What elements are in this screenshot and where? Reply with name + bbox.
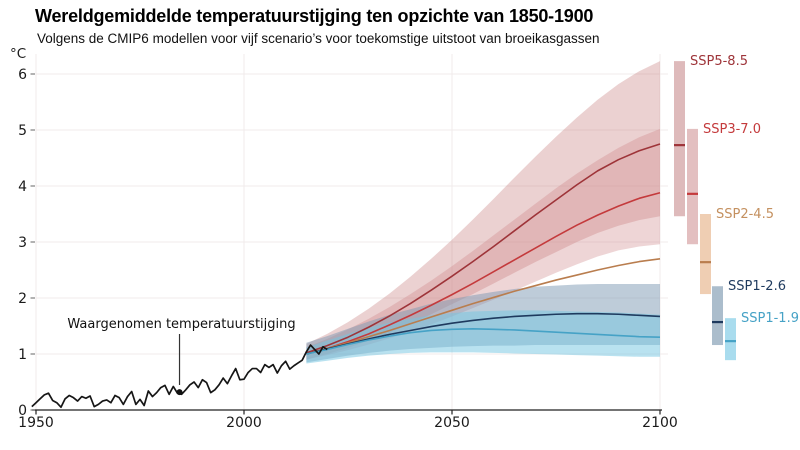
scenario-label-SSP2-4.5: SSP2-4.5 — [716, 207, 774, 222]
range-bar-SSP1-1.9 — [725, 318, 736, 361]
y-tick-label: 5 — [18, 123, 27, 139]
range-bar-SSP5-8.5 — [674, 61, 685, 217]
x-tick-label: 2100 — [642, 415, 678, 431]
y-axis-unit: °C — [10, 46, 26, 62]
y-tick-label: 6 — [18, 67, 27, 83]
y-tick-label: 2 — [18, 291, 27, 307]
median-line-SSP5-8.5 — [306, 143, 661, 354]
y-tick-label: 4 — [18, 179, 27, 195]
x-tick-label: 1950 — [18, 415, 54, 431]
band-SSP5-8.5 — [306, 61, 660, 360]
band-SSP3-7.0 — [306, 128, 660, 360]
y-tick-label: 0 — [18, 403, 27, 419]
range-bar-SSP1-2.6 — [712, 286, 723, 346]
annotation-text: Waargenomen temperatuurstijging — [67, 317, 295, 332]
range-bar-SSP2-4.5 — [700, 214, 711, 295]
median-line-SSP3-7.0 — [306, 191, 661, 355]
scenario-label-SSP1-1.9: SSP1-1.9 — [741, 311, 799, 326]
scenario-label-SSP3-7.0: SSP3-7.0 — [703, 122, 761, 137]
y-tick-label: 3 — [18, 235, 27, 251]
range-bar-SSP3-7.0 — [687, 128, 698, 245]
x-tick-label: 2050 — [434, 415, 470, 431]
median-line-SSP1-2.6 — [306, 312, 661, 355]
chart-title: Wereldgemiddelde temperatuurstijging ten… — [35, 6, 594, 26]
band-SSP1-1.9 — [306, 310, 660, 364]
median-line-SSP1-1.9 — [306, 327, 661, 355]
scenario-label-SSP1-2.6: SSP1-2.6 — [728, 279, 786, 294]
chart-subtitle: Volgens de CMIP6 modellen voor vijf scen… — [37, 31, 600, 46]
annotation-dot — [176, 389, 183, 396]
y-tick-label: 1 — [18, 347, 27, 363]
x-tick-label: 2000 — [226, 415, 262, 431]
scenario-label-SSP5-8.5: SSP5-8.5 — [690, 54, 748, 69]
median-line-SSP2-4.5 — [306, 258, 661, 355]
